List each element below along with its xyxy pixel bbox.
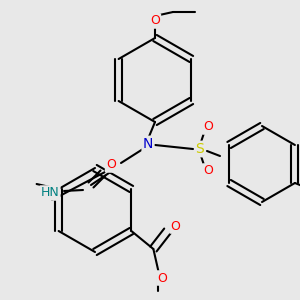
Text: O: O xyxy=(150,14,160,28)
Text: O: O xyxy=(106,158,116,172)
Text: O: O xyxy=(170,220,180,232)
Text: N: N xyxy=(143,137,153,151)
Text: S: S xyxy=(196,142,204,156)
Text: HN: HN xyxy=(40,187,59,200)
Text: O: O xyxy=(158,272,167,284)
Text: O: O xyxy=(203,164,213,178)
Text: O: O xyxy=(203,121,213,134)
